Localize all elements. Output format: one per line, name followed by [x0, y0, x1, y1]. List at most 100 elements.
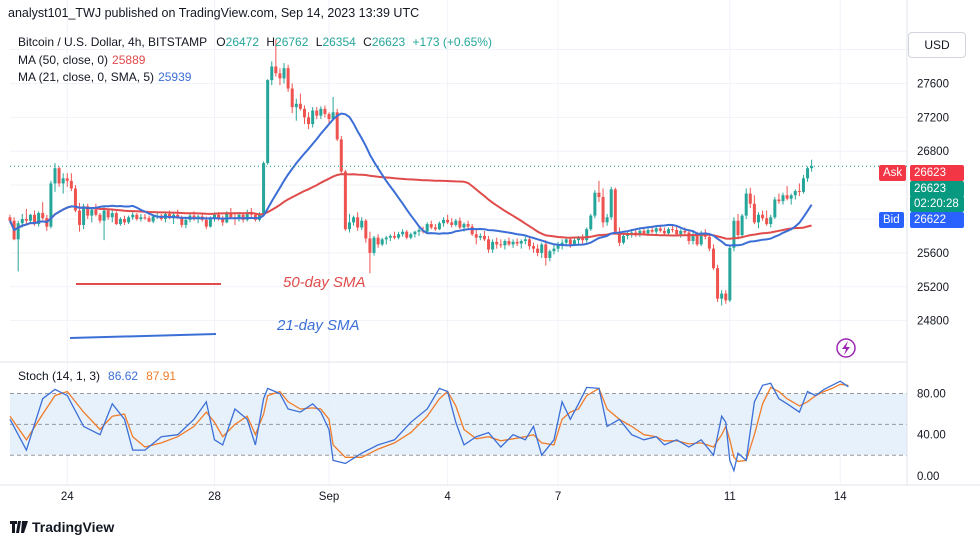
candle-body: [282, 68, 286, 79]
price-tick-label: 27200: [917, 112, 949, 124]
candle-body: [527, 239, 531, 247]
time-tick-label: 7: [555, 491, 561, 503]
candle-body: [666, 229, 670, 234]
candle-body: [57, 168, 61, 184]
candle-body: [327, 113, 331, 120]
stoch-legend[interactable]: Stoch (14, 1, 3) 86.62 87.91: [18, 369, 177, 383]
stoch-grid: [10, 393, 907, 456]
candle-body: [716, 268, 720, 299]
candle-body: [168, 213, 172, 219]
tradingview-brand[interactable]: TradingView: [10, 519, 114, 535]
candle-body: [20, 219, 24, 224]
candle-body: [131, 214, 135, 218]
candle-body: [540, 244, 544, 253]
candle-body: [343, 171, 347, 230]
ma21-value: 25939: [158, 70, 192, 84]
bid-value: 26622: [910, 212, 964, 228]
candle-body: [323, 108, 327, 114]
candle-body: [536, 248, 540, 253]
stoch-k-value: 86.62: [108, 369, 139, 383]
candle-body: [331, 112, 335, 120]
candle-body: [687, 232, 691, 242]
symbol-name: Bitcoin / U.S. Dollar, 4h, BITSTAMP: [18, 35, 207, 49]
candle-body: [523, 239, 527, 242]
candle-body: [617, 231, 621, 243]
candle-body: [245, 212, 249, 220]
candle-body: [773, 199, 777, 218]
candle-body: [364, 220, 368, 239]
candle-body: [397, 234, 401, 238]
candle-body: [679, 230, 683, 235]
candle-body: [106, 210, 110, 218]
candle-body: [388, 235, 392, 238]
open-value: 26472: [225, 35, 260, 49]
candle-body: [356, 217, 360, 228]
candle-body: [458, 220, 462, 228]
candle-body: [335, 112, 339, 140]
candle-body: [213, 214, 216, 219]
candle-body: [405, 231, 409, 238]
candle-body: [417, 230, 421, 232]
candle-body: [413, 231, 417, 235]
candle-body: [286, 68, 290, 89]
candle-body: [503, 241, 507, 246]
sma21-annotation: 21-day SMA: [276, 317, 360, 334]
candle-body: [110, 213, 114, 218]
ma50-legend[interactable]: MA (50, close, 0) 25889: [18, 53, 146, 67]
candle-body: [748, 193, 752, 204]
candle-body: [102, 210, 106, 221]
time-axis-labels: 24 28 Sep 4 7 11 14: [61, 491, 847, 503]
candle-body: [368, 238, 372, 253]
candle-body: [33, 214, 37, 225]
currency-button[interactable]: USD: [908, 32, 966, 58]
candle-body: [376, 237, 380, 245]
candle-body: [446, 219, 450, 223]
time-tick-label: Sep: [319, 491, 339, 503]
candle-body: [711, 248, 715, 269]
low-value: 26354: [322, 35, 356, 49]
ma21-legend[interactable]: MA (21, close, 0, SMA, 5) 25939: [18, 70, 192, 84]
candle-body: [380, 239, 384, 245]
candle-body: [552, 248, 556, 252]
candle-body: [482, 235, 486, 240]
candle-body: [511, 241, 515, 245]
candle-body: [761, 214, 765, 219]
candle-body: [86, 206, 90, 216]
ask-value: 26623: [910, 165, 964, 181]
candle-body: [94, 209, 98, 215]
candle-body: [495, 241, 499, 245]
candle-body: [298, 103, 302, 109]
time-tick-label: 14: [834, 491, 847, 503]
high-value: 26762: [275, 35, 309, 49]
lightning-icon[interactable]: [836, 338, 856, 358]
stoch-tick-label: 40.00: [917, 430, 946, 442]
candle-body: [454, 220, 458, 225]
candle-body: [262, 163, 266, 214]
candle-body: [24, 219, 28, 221]
candle-body: [229, 213, 233, 218]
candle-body: [315, 110, 319, 116]
candle-body: [118, 219, 122, 225]
symbol-legend[interactable]: Bitcoin / U.S. Dollar, 4h, BITSTAMP O264…: [18, 35, 492, 49]
candle-body: [139, 217, 143, 219]
candle-body: [41, 213, 45, 219]
stoch-k-line: [9, 380, 849, 473]
ask-label: Ask: [879, 165, 907, 181]
time-tick-label: 24: [61, 491, 74, 503]
candle-body: [769, 217, 773, 225]
candle-body: [98, 214, 102, 221]
candle-body: [801, 178, 805, 192]
candle-body: [724, 293, 728, 301]
candle-body: [392, 235, 396, 238]
candle-body: [65, 178, 69, 181]
candle-body: [184, 219, 188, 225]
candle-body: [585, 229, 589, 241]
candle-body: [601, 196, 605, 223]
ma21-line: [9, 112, 813, 247]
candle-body: [123, 219, 127, 223]
stoch-tick-label: 0.00: [917, 471, 939, 483]
candle-body: [433, 227, 437, 230]
candle-body: [707, 236, 711, 249]
candle-body: [49, 183, 53, 227]
